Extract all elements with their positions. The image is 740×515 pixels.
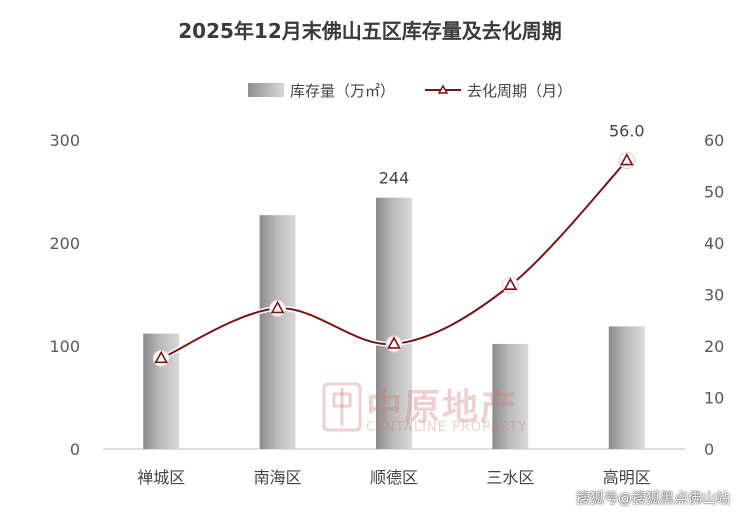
y-right-tick-label: 40	[704, 234, 724, 253]
legend-bar-swatch	[248, 83, 284, 97]
source-caption: 搜狐号@搜狐黑点佛山站	[576, 491, 730, 507]
watermark-text-en: CENTALINE PROPERTY	[366, 420, 528, 435]
line-point-marker	[503, 277, 518, 291]
line-point-marker	[619, 152, 634, 166]
y-right-tick-label: 0	[704, 440, 714, 459]
legend-line-swatch	[425, 84, 462, 94]
y-left-tick-label: 300	[49, 131, 80, 150]
bar	[259, 215, 296, 449]
watermark-logo	[322, 382, 362, 432]
bar	[492, 343, 529, 449]
line-point-marker	[270, 300, 285, 314]
watermark-text-cn: 中原地产	[366, 387, 519, 428]
y-right-tick-label: 20	[704, 337, 724, 356]
bar	[376, 197, 412, 449]
x-tick-label: 三水区	[486, 468, 534, 487]
y-left-tick-label: 0	[70, 440, 80, 459]
x-tick-label: 禅城区	[137, 468, 185, 487]
y-right-tick-label: 10	[704, 389, 724, 408]
x-tick-label: 顺德区	[370, 468, 418, 487]
x-tick-label: 南海区	[254, 468, 302, 487]
line-point-marker	[387, 336, 401, 349]
line-point-marker	[154, 350, 169, 364]
x-tick-label: 高明区	[603, 468, 651, 487]
bar	[608, 326, 645, 449]
line-data-label: 56.0	[609, 122, 645, 141]
y-right-tick-label: 50	[704, 183, 724, 202]
legend-line-label: 去化周期（月）	[467, 81, 573, 100]
bar-data-label: 244	[379, 169, 410, 188]
y-right-tick-label: 30	[704, 286, 724, 305]
chart-title: 2025年12月末佛山五区库存量及去化周期	[178, 19, 562, 43]
legend-bar-label: 库存量（万㎡）	[290, 81, 396, 100]
y-right-tick-label: 60	[704, 131, 724, 150]
y-left-tick-label: 100	[49, 337, 80, 356]
chart-legend: 库存量（万㎡） 去化周期（月）	[248, 78, 572, 102]
y-left-tick-label: 200	[49, 234, 80, 253]
